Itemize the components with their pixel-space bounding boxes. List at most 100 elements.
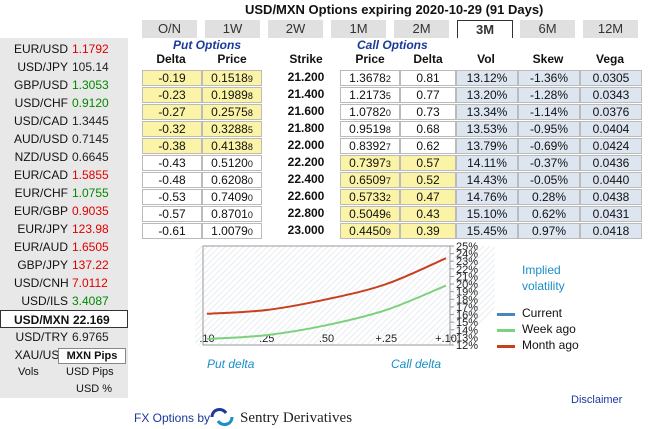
call-price-cell[interactable]: 0.95198 bbox=[340, 121, 400, 137]
put-delta-cell[interactable]: -0.61 bbox=[142, 223, 202, 239]
units-mxn-pips-button[interactable]: MXN Pips bbox=[58, 348, 126, 364]
vega-cell[interactable]: 0.0418 bbox=[580, 223, 642, 239]
put-price-cell[interactable]: 0.62080 bbox=[202, 172, 262, 188]
put-price-cell[interactable]: 0.25758 bbox=[202, 104, 262, 120]
tab-3m[interactable]: 3M bbox=[457, 20, 513, 38]
pair-eur-chf[interactable]: EUR/CHF 1.0755 bbox=[0, 184, 128, 202]
skew-cell[interactable]: 0.62% bbox=[518, 206, 580, 222]
vol-cell[interactable]: 15.45% bbox=[456, 223, 518, 239]
put-delta-cell[interactable]: -0.27 bbox=[142, 104, 202, 120]
call-delta-cell[interactable]: 0.73 bbox=[400, 104, 456, 120]
vega-cell[interactable]: 0.0343 bbox=[580, 87, 642, 103]
skew-cell[interactable]: -0.37% bbox=[518, 155, 580, 171]
pair-eur-aud[interactable]: EUR/AUD 1.6505 bbox=[0, 238, 128, 256]
call-delta-cell[interactable]: 0.43 bbox=[400, 206, 456, 222]
call-price-cell[interactable]: 1.21735 bbox=[340, 87, 400, 103]
vega-cell[interactable]: 0.0424 bbox=[580, 138, 642, 154]
vega-cell[interactable]: 0.0436 bbox=[580, 155, 642, 171]
vega-cell[interactable]: 0.0438 bbox=[580, 189, 642, 205]
vega-cell[interactable]: 0.0431 bbox=[580, 206, 642, 222]
vol-cell[interactable]: 14.11% bbox=[456, 155, 518, 171]
skew-cell[interactable]: -1.14% bbox=[518, 104, 580, 120]
tab-6m[interactable]: 6M bbox=[520, 20, 576, 38]
call-price-cell[interactable]: 0.65097 bbox=[340, 172, 400, 188]
call-delta-cell[interactable]: 0.39 bbox=[400, 223, 456, 239]
pair-aud-usd[interactable]: AUD/USD 0.7145 bbox=[0, 130, 128, 148]
vol-cell[interactable]: 14.76% bbox=[456, 189, 518, 205]
pair-usd-cad[interactable]: USD/CAD 1.3445 bbox=[0, 112, 128, 130]
skew-cell[interactable]: -1.36% bbox=[518, 70, 580, 86]
call-price-cell[interactable]: 1.36782 bbox=[340, 70, 400, 86]
call-delta-cell[interactable]: 0.77 bbox=[400, 87, 456, 103]
tab-on[interactable]: O/N bbox=[142, 20, 198, 38]
pair-gbp-usd[interactable]: GBP/USD 1.3053 bbox=[0, 76, 128, 94]
put-price-cell[interactable]: 0.15189 bbox=[202, 70, 262, 86]
put-delta-cell[interactable]: -0.48 bbox=[142, 172, 202, 188]
put-delta-cell[interactable]: -0.43 bbox=[142, 155, 202, 171]
call-price-cell[interactable]: 0.57332 bbox=[340, 189, 400, 205]
vega-cell[interactable]: 0.0376 bbox=[580, 104, 642, 120]
put-delta-cell[interactable]: -0.19 bbox=[142, 70, 202, 86]
put-price-cell[interactable]: 0.32885 bbox=[202, 121, 262, 137]
put-price-cell[interactable]: 0.19898 bbox=[202, 87, 262, 103]
pair-usd-ils[interactable]: USD/ILS 3.4087 bbox=[0, 292, 128, 310]
vol-cell[interactable]: 13.12% bbox=[456, 70, 518, 86]
tab-1w[interactable]: 1W bbox=[205, 20, 261, 38]
put-delta-cell[interactable]: -0.38 bbox=[142, 138, 202, 154]
vol-cell[interactable]: 13.20% bbox=[456, 87, 518, 103]
footer-brand[interactable]: Sentry Derivatives bbox=[240, 410, 353, 426]
vega-cell[interactable]: 0.0440 bbox=[580, 172, 642, 188]
pair-usd-chf[interactable]: USD/CHF 0.9120 bbox=[0, 94, 128, 112]
pair-usd-mxn[interactable]: USD/MXN 22.169 bbox=[0, 310, 128, 328]
vol-cell[interactable]: 13.34% bbox=[456, 104, 518, 120]
tab-2w[interactable]: 2W bbox=[268, 20, 324, 38]
put-price-cell[interactable]: 0.87010 bbox=[202, 206, 262, 222]
call-price-cell[interactable]: 0.50496 bbox=[340, 206, 400, 222]
skew-cell[interactable]: 0.28% bbox=[518, 189, 580, 205]
pair-usd-jpy[interactable]: USD/JPY 105.14 bbox=[0, 58, 128, 76]
pair-usd-cnh[interactable]: USD/CNH 7.0112 bbox=[0, 274, 128, 292]
tab-12m[interactable]: 12M bbox=[583, 20, 639, 38]
vega-cell[interactable]: 0.0305 bbox=[580, 70, 642, 86]
call-delta-cell[interactable]: 0.62 bbox=[400, 138, 456, 154]
skew-cell[interactable]: -1.28% bbox=[518, 87, 580, 103]
disclaimer-link[interactable]: Disclaimer bbox=[571, 394, 623, 406]
put-delta-cell[interactable]: -0.53 bbox=[142, 189, 202, 205]
units-usd-pct-button[interactable]: USD % bbox=[76, 383, 113, 395]
tab-2m[interactable]: 2M bbox=[394, 20, 450, 38]
vol-cell[interactable]: 13.53% bbox=[456, 121, 518, 137]
call-delta-cell[interactable]: 0.52 bbox=[400, 172, 456, 188]
pair-usd-try[interactable]: USD/TRY 6.9765 bbox=[0, 328, 128, 346]
call-delta-cell[interactable]: 0.57 bbox=[400, 155, 456, 171]
vol-cell[interactable]: 13.79% bbox=[456, 138, 518, 154]
tab-1m[interactable]: 1M bbox=[331, 20, 387, 38]
skew-cell[interactable]: 0.97% bbox=[518, 223, 580, 239]
call-price-cell[interactable]: 0.73973 bbox=[340, 155, 400, 171]
call-delta-cell[interactable]: 0.81 bbox=[400, 70, 456, 86]
call-price-cell[interactable]: 0.44509 bbox=[340, 223, 400, 239]
put-delta-cell[interactable]: -0.57 bbox=[142, 206, 202, 222]
pair-eur-usd[interactable]: EUR/USD 1.1792 bbox=[0, 40, 128, 58]
put-price-cell[interactable]: 1.00790 bbox=[202, 223, 262, 239]
put-delta-cell[interactable]: -0.32 bbox=[142, 121, 202, 137]
pair-eur-cad[interactable]: EUR/CAD 1.5855 bbox=[0, 166, 128, 184]
call-delta-cell[interactable]: 0.47 bbox=[400, 189, 456, 205]
call-price-cell[interactable]: 0.83927 bbox=[340, 138, 400, 154]
vega-cell[interactable]: 0.0404 bbox=[580, 121, 642, 137]
pair-eur-jpy[interactable]: EUR/JPY 123.98 bbox=[0, 220, 128, 238]
skew-cell[interactable]: -0.69% bbox=[518, 138, 580, 154]
pair-eur-gbp[interactable]: EUR/GBP 0.9035 bbox=[0, 202, 128, 220]
put-delta-cell[interactable]: -0.23 bbox=[142, 87, 202, 103]
put-price-cell[interactable]: 0.41388 bbox=[202, 138, 262, 154]
vol-cell[interactable]: 14.43% bbox=[456, 172, 518, 188]
put-price-cell[interactable]: 0.74090 bbox=[202, 189, 262, 205]
pair-gbp-jpy[interactable]: GBP/JPY 137.22 bbox=[0, 256, 128, 274]
vol-cell[interactable]: 15.10% bbox=[456, 206, 518, 222]
call-price-cell[interactable]: 1.07820 bbox=[340, 104, 400, 120]
pair-nzd-usd[interactable]: NZD/USD 0.6645 bbox=[0, 148, 128, 166]
put-price-cell[interactable]: 0.51200 bbox=[202, 155, 262, 171]
call-delta-cell[interactable]: 0.68 bbox=[400, 121, 456, 137]
units-usd-pips-button[interactable]: USD Pips bbox=[66, 366, 114, 378]
skew-cell[interactable]: -0.05% bbox=[518, 172, 580, 188]
skew-cell[interactable]: -0.95% bbox=[518, 121, 580, 137]
